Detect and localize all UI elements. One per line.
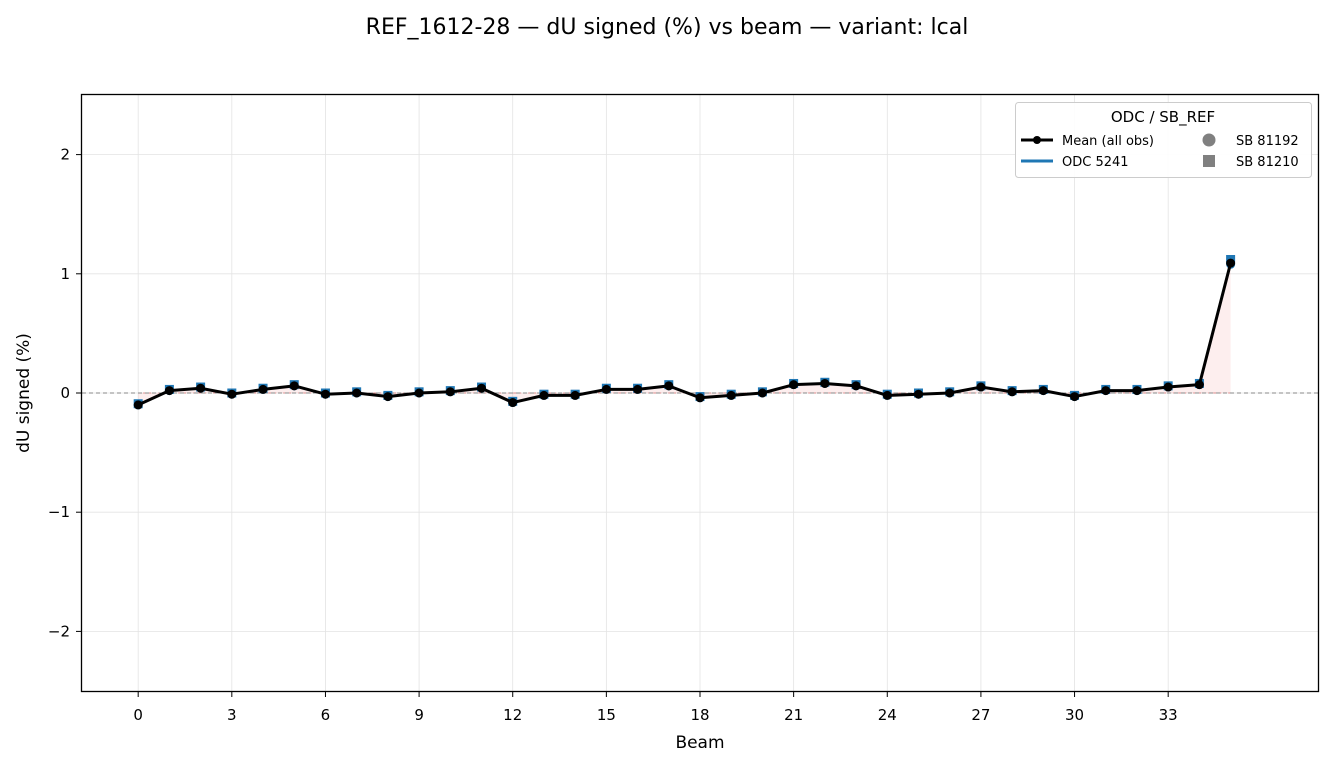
mean-point [1101,386,1111,396]
mean-point [352,388,362,398]
legend-mean-swatch-marker [1033,136,1041,144]
mean-point [726,390,736,400]
mean-point [1070,392,1080,402]
mean-point [633,384,643,394]
mean-point [133,400,143,410]
x-tick-label: 0 [133,706,143,724]
mean-point [414,388,424,398]
mean-point [1132,386,1142,396]
x-tick-label: 33 [1159,706,1178,724]
x-tick-label: 30 [1065,706,1084,724]
chart-title: REF_1612-28 — dU signed (%) vs beam — va… [366,15,969,40]
mean-point [477,383,487,393]
legend-square-marker [1203,155,1215,167]
legend-sb-81210-label: SB 81210 [1236,155,1299,170]
legend-sb-81192-label: SB 81192 [1236,134,1299,149]
y-axis-label: dU signed (%) [14,333,34,453]
mean-line [137,262,1233,407]
mean-point [913,389,923,399]
x-axis-label: Beam [675,733,724,753]
mean-point [789,380,799,390]
x-tick-label: 3 [227,706,237,724]
mean-point [164,386,174,396]
mean-point [882,390,892,400]
mean-point [383,392,393,402]
mean-point [757,388,767,398]
y-tick-label: 0 [60,384,70,402]
y-tick-label: 2 [60,146,70,164]
x-tick-label: 15 [597,706,616,724]
mean-point [539,390,549,400]
mean-point [1194,380,1204,390]
y-tick-label: −2 [48,622,70,640]
mean-point [976,382,986,392]
mean-point [445,387,455,397]
mean-point [945,388,955,398]
x-tick-label: 6 [321,706,331,724]
x-tick-label: 21 [784,706,803,724]
mean-point [695,393,705,403]
mean-point [320,389,330,399]
mean-point [1038,386,1048,396]
legend-title: ODC / SB_REF [1111,108,1215,127]
y-tick-label: 1 [60,265,70,283]
x-tick-label: 12 [503,706,522,724]
mean-point [820,378,830,388]
mean-point [289,381,299,391]
legend-circle-marker [1202,133,1216,147]
mean-point [196,383,206,393]
mean-point [570,390,580,400]
legend-odc-label: ODC 5241 [1062,155,1129,170]
y-tick-label: −1 [48,503,70,521]
mean-point [601,384,611,394]
mean-series [133,258,1236,410]
legend: ODC / SB_REF Mean (all obs) ODC 5241 SB … [1015,102,1312,178]
x-tick-label: 24 [878,706,897,724]
mean-point [1163,382,1173,392]
legend-mean-label: Mean (all obs) [1062,134,1154,149]
x-tick-label: 27 [971,706,990,724]
mean-point [258,384,268,394]
mean-point [1007,387,1017,397]
x-tick-label: 18 [690,706,709,724]
x-axis-ticks: 0 3 6 9 12 15 18 21 24 27 30 33 [133,691,1178,724]
mean-point [227,389,237,399]
mean-point [1226,258,1236,268]
y-axis-ticks: −2 −1 0 1 2 [48,146,82,640]
mean-point [664,381,674,391]
x-tick-label: 9 [414,706,424,724]
mean-point [851,381,861,391]
mean-point [508,398,518,408]
legend-box [1015,102,1312,178]
